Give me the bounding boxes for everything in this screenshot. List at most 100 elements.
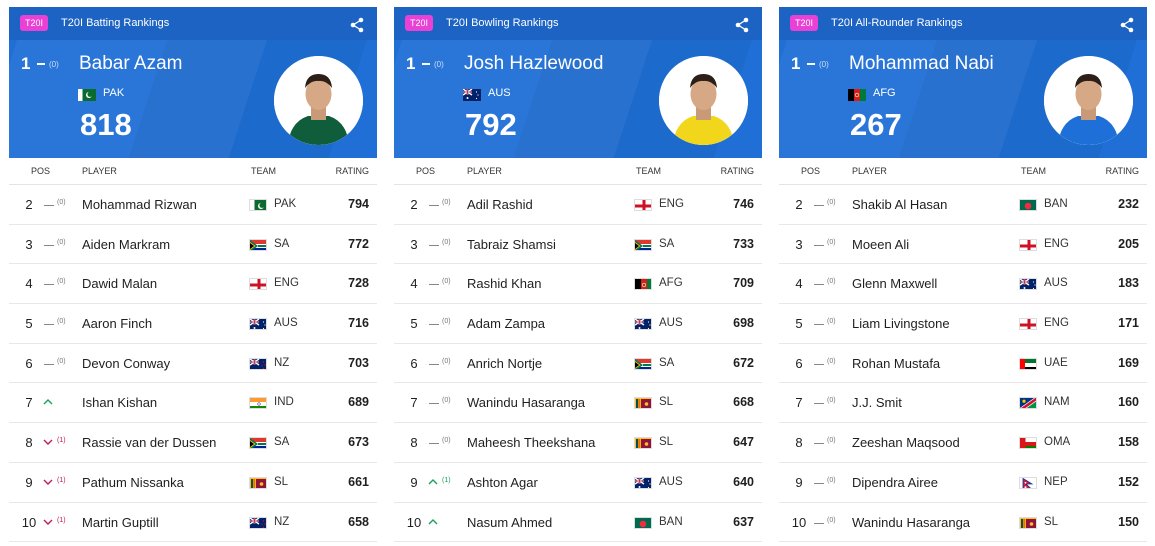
table-row[interactable]: 3 (0) Tabraiz Shamsi SA 733 — [394, 225, 762, 265]
col-rating: RATING — [1105, 166, 1139, 176]
panel-title: T20I Batting Rankings — [61, 17, 170, 29]
table-row[interactable]: 7 (0) Wanindu Hasaranga SL 668 — [394, 383, 762, 424]
table-row[interactable]: 6 (0) Rohan Mustafa UAE 169 — [779, 344, 1147, 384]
table-row[interactable]: 8 (0) Maheesh Theekshana SL 647 — [394, 423, 762, 463]
row-player-name[interactable]: Rohan Mustafa — [852, 355, 941, 371]
row-position: 9 — [795, 474, 803, 490]
chevron-up-icon — [43, 399, 53, 405]
row-player-name[interactable]: Anrich Nortje — [467, 355, 543, 371]
table-row[interactable]: 10 Nasum Ahmed BAN 637 — [394, 503, 762, 543]
row-change: (0) — [442, 357, 451, 365]
row-player-name[interactable]: Dipendra Airee — [852, 474, 938, 490]
table-row[interactable]: 10 (0) Wanindu Hasaranga SL 150 — [779, 503, 1147, 543]
dash-icon — [814, 443, 824, 445]
share-icon[interactable] — [350, 17, 364, 33]
panel-header: T20I T20I Bowling Rankings — [394, 7, 762, 40]
row-player-name[interactable]: Ishan Kishan — [82, 395, 158, 411]
table-row[interactable]: 10 (1) Martin Guptill NZ 658 — [9, 503, 377, 543]
row-player-name[interactable]: Moeen Ali — [852, 236, 910, 252]
row-player-name[interactable]: Adil Rashid — [467, 197, 533, 212]
row-player-name[interactable]: Mohammad Rizwan — [82, 197, 197, 212]
top-change: (0) — [819, 60, 829, 69]
row-player-name[interactable]: J.J. Smit — [852, 395, 902, 411]
eng-flag-icon — [249, 278, 267, 291]
table-row[interactable]: 5 (0) Adam Zampa AUS 698 — [394, 304, 762, 344]
aus-flag-icon — [462, 88, 481, 101]
row-player-name[interactable]: Ashton Agar — [467, 474, 538, 490]
table-row[interactable]: 8 (1) Rassie van der Dussen SA 673 — [9, 423, 377, 463]
top-team: AUS — [488, 87, 511, 99]
top-position: 1 — [21, 54, 31, 73]
table-row[interactable]: 4 (0) Dawid Malan ENG 728 — [9, 264, 377, 305]
row-rating: 728 — [348, 276, 369, 291]
row-player-name[interactable]: Wanindu Hasaranga — [852, 514, 971, 530]
top-player-card[interactable]: T20I T20I All-Rounder Rankings 1 (0) Moh… — [779, 7, 1147, 158]
row-player-name[interactable]: Devon Conway — [82, 355, 171, 371]
table-row[interactable]: 4 (0) Glenn Maxwell AUS 183 — [779, 264, 1147, 305]
table-row[interactable]: 7 Ishan Kishan IND 689 — [9, 383, 377, 424]
row-player-name[interactable]: Shakib Al Hasan — [852, 197, 948, 212]
row-position: 6 — [795, 355, 803, 371]
table-row[interactable]: 2 (0) Adil Rashid ENG 746 — [394, 185, 762, 225]
table-row[interactable]: 9 (0) Dipendra Airee NEP 152 — [779, 463, 1147, 503]
table-row[interactable]: 9 (1) Ashton Agar AUS 640 — [394, 463, 762, 503]
top-player-name[interactable]: Babar Azam — [79, 53, 183, 74]
table-row[interactable]: 2 (0) Shakib Al Hasan BAN 232 — [779, 185, 1147, 225]
share-icon[interactable] — [735, 17, 749, 33]
top-rating: 818 — [80, 107, 132, 142]
row-player-name[interactable]: Rashid Khan — [467, 276, 542, 292]
table-row[interactable]: 3 (0) Moeen Ali ENG 205 — [779, 225, 1147, 265]
top-player-name[interactable]: Josh Hazlewood — [464, 53, 604, 74]
dash-icon — [814, 363, 824, 365]
row-position: 3 — [795, 236, 803, 252]
row-player-name[interactable]: Dawid Malan — [82, 276, 158, 292]
table-row[interactable]: 5 (0) Aaron Finch AUS 716 — [9, 304, 377, 344]
row-player-name[interactable]: Maheesh Theekshana — [467, 435, 596, 451]
row-position: 2 — [795, 197, 803, 212]
row-position: 7 — [25, 395, 33, 411]
row-player-name[interactable]: Adam Zampa — [467, 316, 546, 332]
row-player-name[interactable]: Liam Livingstone — [852, 316, 950, 332]
row-player-name[interactable]: Aaron Finch — [82, 316, 153, 332]
row-rating: 689 — [348, 395, 369, 410]
col-player: PLAYER — [467, 166, 502, 176]
top-player-card[interactable]: T20I T20I Batting Rankings 1 (0) Babar A… — [9, 7, 377, 158]
format-badge: T20I — [20, 15, 49, 31]
row-player-name[interactable]: Aiden Markram — [82, 236, 171, 252]
ind-flag-icon — [249, 397, 267, 410]
top-team: AFG — [873, 87, 896, 99]
dash-icon — [814, 324, 824, 326]
row-player-name[interactable]: Pathum Nissanka — [82, 474, 184, 490]
row-player-name[interactable]: Martin Guptill — [82, 514, 159, 530]
table-row[interactable]: 4 (0) Rashid Khan AFG 709 — [394, 264, 762, 305]
eng-flag-icon — [1019, 238, 1037, 251]
col-pos: POS — [801, 166, 821, 176]
table-row[interactable]: 8 (0) Zeeshan Maqsood OMA 158 — [779, 423, 1147, 463]
row-rating: 661 — [348, 474, 369, 489]
table-row[interactable]: 2 (0) Mohammad Rizwan PAK 794 — [9, 185, 377, 225]
row-player-name[interactable]: Nasum Ahmed — [467, 514, 553, 530]
table-row[interactable]: 3 (0) Aiden Markram SA 772 — [9, 225, 377, 265]
dash-icon — [44, 205, 54, 206]
table-row[interactable]: 6 (0) Anrich Nortje SA 672 — [394, 344, 762, 384]
panel-title: T20I All-Rounder Rankings — [831, 17, 963, 29]
top-player-card[interactable]: T20I T20I Bowling Rankings 1 (0) Josh Ha… — [394, 7, 762, 158]
share-icon[interactable] — [1120, 17, 1134, 33]
top-player-name[interactable]: Mohammad Nabi — [849, 53, 994, 74]
table-row[interactable]: 9 (1) Pathum Nissanka SL 661 — [9, 463, 377, 503]
top-team: PAK — [103, 87, 125, 99]
row-player-name[interactable]: Tabraiz Shamsi — [467, 236, 556, 252]
table-row[interactable]: 7 (0) J.J. Smit NAM 160 — [779, 383, 1147, 424]
row-player-name[interactable]: Rassie van der Dussen — [82, 435, 217, 451]
row-player-name[interactable]: Glenn Maxwell — [852, 276, 938, 292]
row-position: 5 — [410, 316, 418, 332]
row-rating: 232 — [1118, 197, 1139, 211]
table-row[interactable]: 6 (0) Devon Conway NZ 703 — [9, 344, 377, 384]
row-rating: 637 — [733, 514, 754, 529]
table-row[interactable]: 5 (0) Liam Livingstone ENG 171 — [779, 304, 1147, 344]
row-player-name[interactable]: Wanindu Hasaranga — [467, 395, 586, 411]
panel-header: T20I T20I All-Rounder Rankings — [779, 7, 1147, 40]
row-position: 3 — [25, 236, 33, 252]
row-player-name[interactable]: Zeeshan Maqsood — [852, 435, 960, 451]
row-rating: 160 — [1118, 395, 1139, 410]
